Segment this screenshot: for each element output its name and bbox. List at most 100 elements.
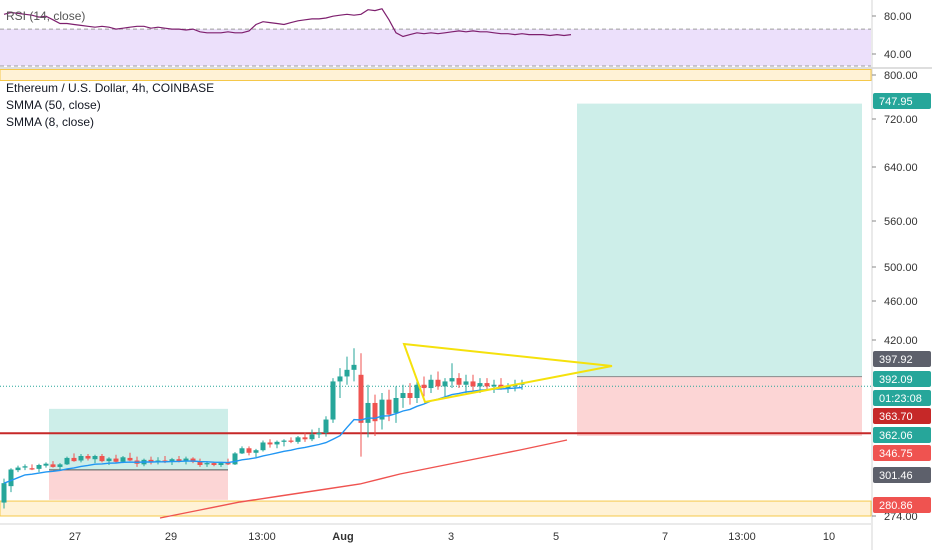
- time-tick-label: 13:00: [728, 531, 756, 543]
- price-badge: [873, 351, 931, 367]
- triangle-pattern: [402, 342, 613, 404]
- price-tick-label: 460.00: [884, 296, 918, 308]
- candle-body: [323, 419, 329, 433]
- candle-body: [50, 464, 56, 467]
- candle-body: [29, 468, 35, 470]
- smma50-legend[interactable]: SMMA (50, close): [6, 98, 101, 112]
- price-badge: [873, 371, 931, 387]
- candle-body: [85, 455, 91, 459]
- candle-body: [449, 378, 455, 382]
- price-tick-label: 560.00: [884, 216, 918, 228]
- time-tick-label: 7: [662, 531, 668, 543]
- price-tick-label: 420.00: [884, 335, 918, 347]
- price-badge: [873, 467, 931, 483]
- candle-body: [421, 384, 427, 389]
- candle-body: [36, 464, 42, 469]
- candle-body: [477, 383, 483, 387]
- symbol-legend[interactable]: Ethereum / U.S. Dollar, 4h, COINBASE: [6, 81, 215, 95]
- candle-body: [204, 463, 210, 465]
- candle-body: [491, 384, 497, 387]
- candle-body: [281, 440, 287, 442]
- price-badge-label: 362.06: [879, 430, 913, 442]
- candle-body: [379, 399, 385, 420]
- price-badge: [873, 427, 931, 443]
- price-badge-label: 280.86: [879, 500, 913, 512]
- rsi-line: [3, 8, 572, 38]
- time-tick-label: Aug: [332, 531, 353, 543]
- time-tick-label: 5: [553, 531, 559, 543]
- price-badge: [873, 93, 931, 109]
- candle-body: [288, 440, 294, 442]
- candle-body: [99, 455, 105, 462]
- candle-body: [470, 381, 476, 387]
- smma50-line: [159, 439, 568, 519]
- time-tick-label: 13:00: [248, 531, 276, 543]
- candle-body: [337, 376, 343, 382]
- candle-body: [113, 458, 119, 462]
- candle-body: [246, 448, 252, 453]
- price-tick-label: 274.00: [884, 511, 918, 523]
- candle-body: [393, 397, 399, 413]
- price-badge-label: 392.09: [879, 374, 913, 386]
- price-badge-label: 346.75: [879, 448, 913, 460]
- candle-body: [120, 457, 126, 462]
- candle-body: [148, 459, 154, 462]
- candle-body: [57, 464, 63, 467]
- candle-body: [176, 459, 182, 462]
- candle-body: [463, 381, 469, 385]
- smma8-legend[interactable]: SMMA (8, close): [6, 115, 95, 129]
- candle-body: [309, 434, 315, 440]
- price-tick-label: 720.00: [884, 114, 918, 126]
- price-badge: [873, 408, 931, 424]
- candle-body: [78, 455, 84, 461]
- rsi-tick-label: 40.00: [884, 49, 912, 61]
- candle-body: [260, 442, 266, 451]
- candle-body: [239, 448, 245, 454]
- rsi-band: [0, 29, 871, 66]
- candle-body: [456, 378, 462, 385]
- candle-body: [302, 437, 308, 440]
- candle-body: [407, 393, 413, 398]
- time-tick-label: 27: [69, 531, 81, 543]
- candle-body: [400, 393, 406, 398]
- price-badge: [873, 390, 931, 406]
- candle-body: [442, 381, 448, 387]
- candle-body: [211, 463, 217, 465]
- candle-body: [197, 461, 203, 465]
- price-tick-label: 500.00: [884, 262, 918, 274]
- candle-body: [253, 450, 259, 453]
- candle-body: [274, 441, 280, 445]
- price-badge: [873, 445, 931, 461]
- price-badge-label: 397.92: [879, 354, 913, 366]
- candle-body: [183, 458, 189, 462]
- candle-body: [1, 483, 7, 503]
- candle-body: [365, 402, 371, 423]
- candle-body: [344, 369, 350, 377]
- rsi-legend[interactable]: RSI (14, close): [6, 9, 86, 23]
- candle-body: [127, 457, 133, 461]
- supply-zone: [0, 69, 872, 81]
- candle-body: [295, 437, 301, 442]
- candle-body: [64, 457, 70, 465]
- price-tick-label: 800.00: [884, 70, 918, 82]
- candle-body: [71, 457, 77, 462]
- candle-body: [232, 453, 238, 465]
- left-position-stop: [49, 469, 228, 500]
- candle-body: [358, 374, 364, 423]
- candle-body: [190, 458, 196, 462]
- candle-body: [15, 467, 21, 471]
- candle-body: [372, 402, 378, 422]
- price-badge-label: 363.70: [879, 411, 913, 423]
- candle-body: [169, 459, 175, 462]
- time-axis: 27 29 13:00 Aug 3 5 7 13:00 10: [0, 523, 871, 543]
- price-badge-label: 01:23:08: [879, 393, 922, 405]
- price-pane: [0, 69, 872, 519]
- candle-body: [505, 386, 511, 389]
- candle-body: [43, 463, 49, 466]
- long-position-stop: [577, 376, 862, 436]
- price-badge: [873, 497, 931, 513]
- time-tick-label: 29: [165, 531, 177, 543]
- demand-zone: [0, 500, 872, 517]
